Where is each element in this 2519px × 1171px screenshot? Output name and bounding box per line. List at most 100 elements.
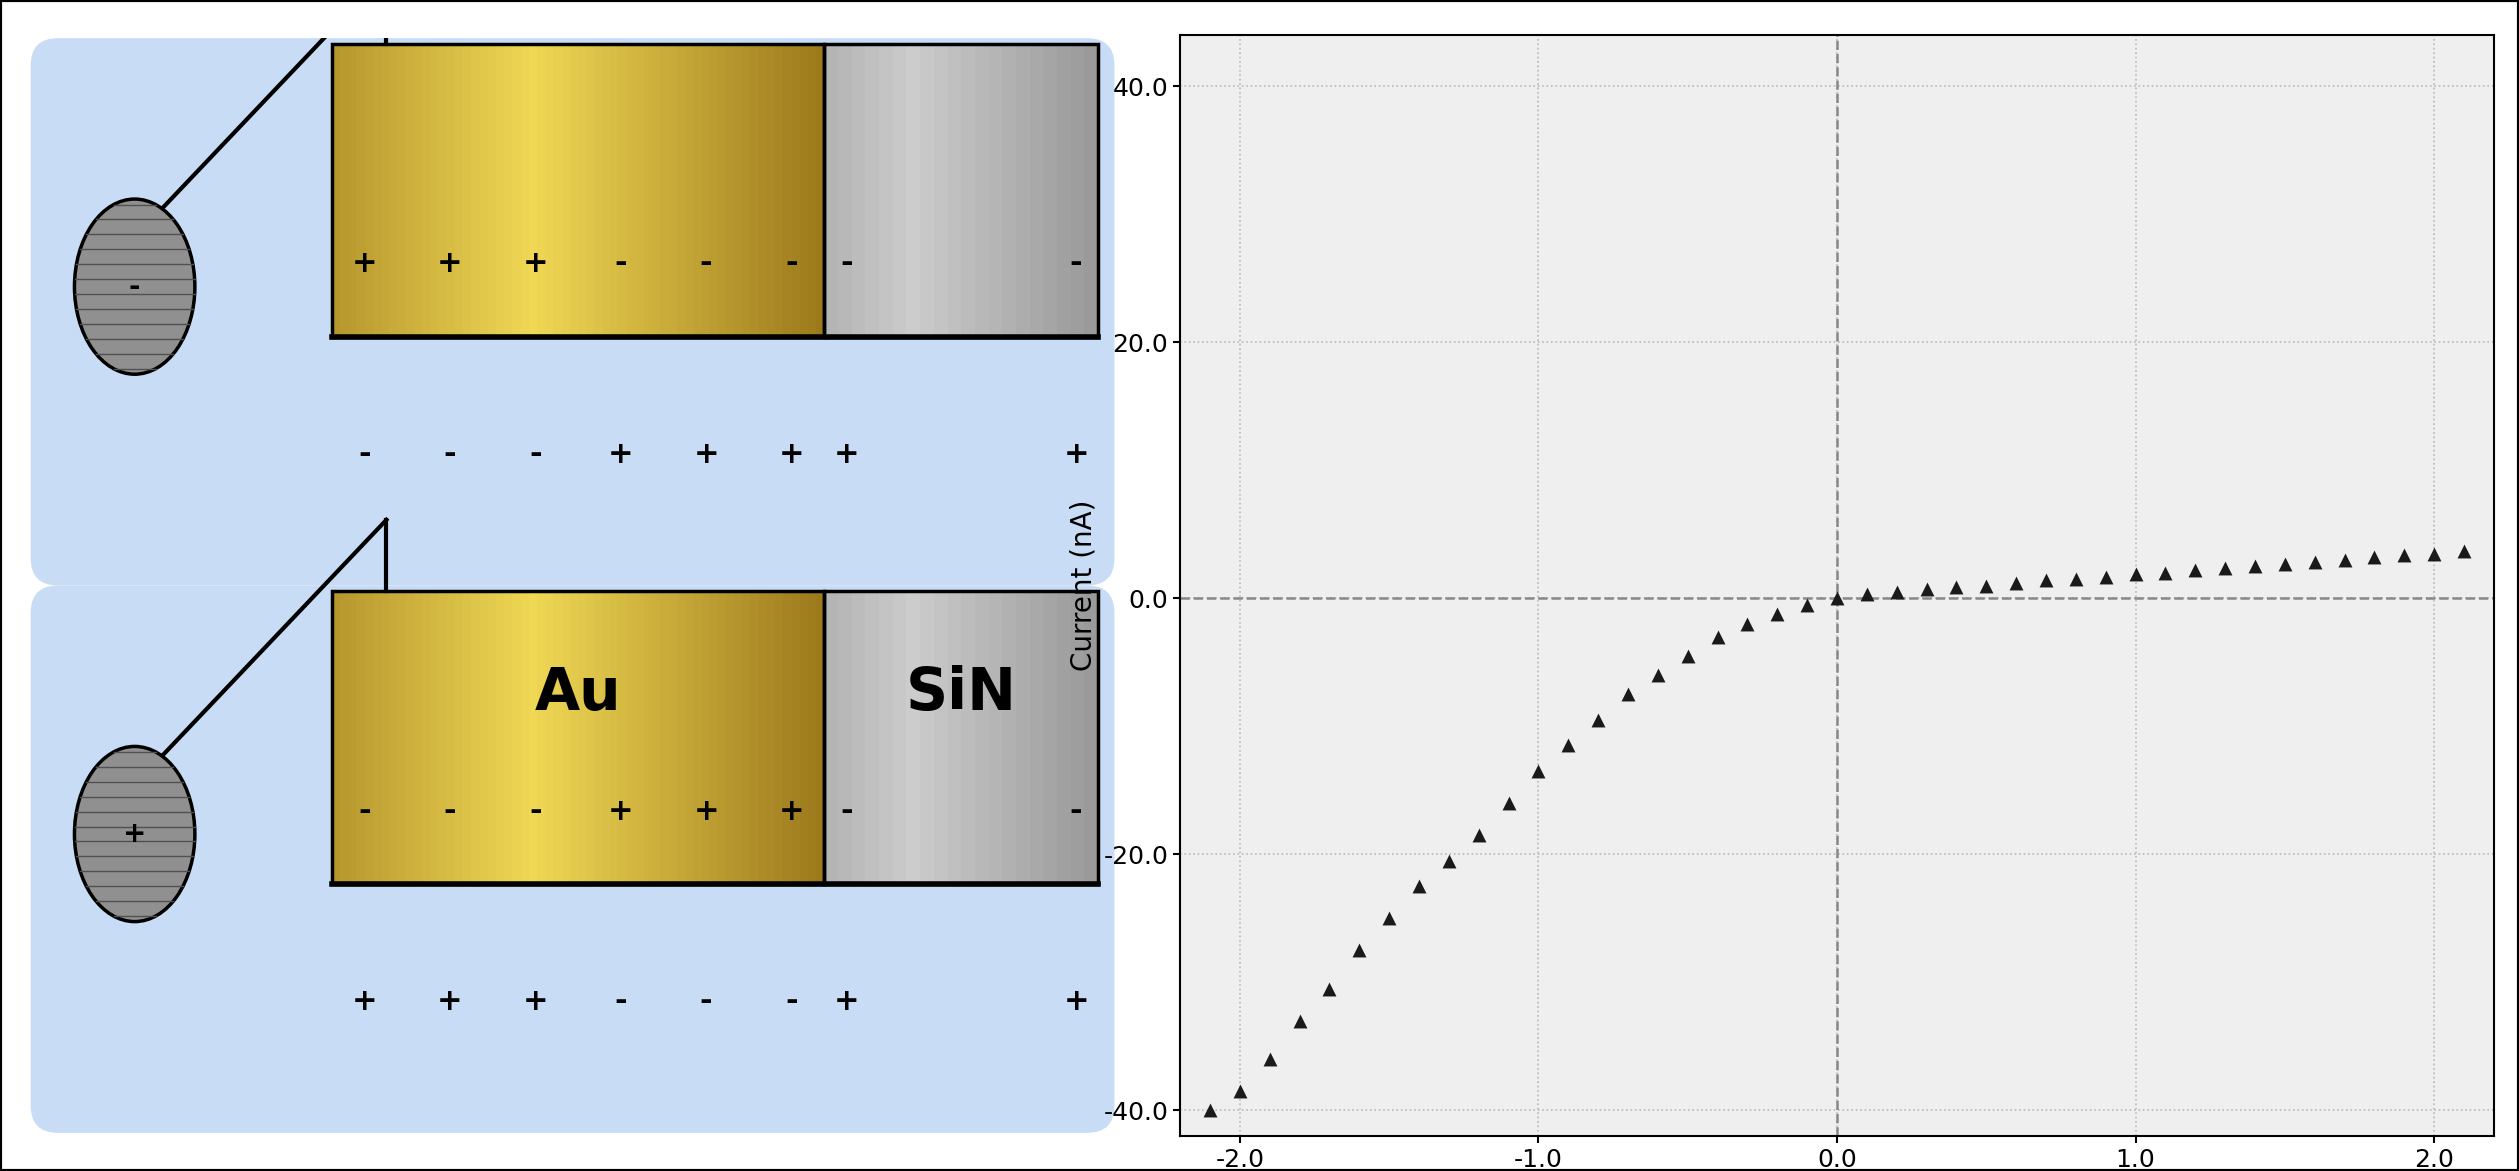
Text: +: + <box>123 820 146 848</box>
Bar <box>602 43 612 337</box>
Bar <box>511 591 521 884</box>
Point <box>1907 580 1947 598</box>
Bar <box>333 43 340 337</box>
Bar <box>544 43 554 337</box>
Bar <box>685 43 695 337</box>
Text: +: + <box>521 249 549 279</box>
Point <box>1995 574 2035 593</box>
Bar <box>398 591 406 884</box>
Point <box>1519 761 1559 780</box>
Bar <box>333 43 824 337</box>
Bar <box>577 43 587 337</box>
Bar <box>413 43 423 337</box>
Bar <box>390 591 398 884</box>
Bar <box>562 591 572 884</box>
Text: -: - <box>529 440 542 468</box>
Ellipse shape <box>76 746 194 922</box>
Bar <box>423 591 431 884</box>
Text: -: - <box>615 987 627 1016</box>
Bar <box>725 43 736 337</box>
Bar <box>776 591 783 884</box>
Point <box>1816 589 1857 608</box>
Text: -: - <box>443 440 456 468</box>
Text: +: + <box>438 987 463 1016</box>
Point <box>1877 582 1917 601</box>
Bar <box>398 43 406 337</box>
Bar <box>340 591 350 884</box>
Bar <box>446 43 456 337</box>
Bar <box>733 43 743 337</box>
Bar <box>919 43 935 337</box>
Point <box>2146 563 2186 582</box>
Point <box>1249 1049 1290 1068</box>
Point <box>2383 546 2423 564</box>
Bar <box>554 591 562 884</box>
Bar <box>1083 43 1098 337</box>
Text: -: - <box>700 249 713 279</box>
Text: -: - <box>529 796 542 826</box>
Bar <box>743 43 751 337</box>
Text: -: - <box>786 987 799 1016</box>
Point <box>1428 851 1469 870</box>
Text: +: + <box>693 440 718 468</box>
Point <box>2234 557 2275 576</box>
Point <box>1668 646 1708 665</box>
Bar <box>718 43 728 337</box>
Bar <box>660 591 670 884</box>
Point <box>1728 615 1768 634</box>
Bar <box>710 591 718 884</box>
Bar <box>892 591 907 884</box>
Bar <box>751 591 761 884</box>
Bar <box>758 591 768 884</box>
Bar <box>521 591 529 884</box>
Bar <box>511 43 521 337</box>
Point <box>1637 666 1678 685</box>
Bar <box>645 43 652 337</box>
Y-axis label: Current (nA): Current (nA) <box>1071 500 1098 671</box>
Point <box>2174 561 2214 580</box>
Point <box>1489 794 1529 813</box>
Bar <box>799 43 809 337</box>
Point <box>1758 604 1799 623</box>
Bar <box>776 43 783 337</box>
Point <box>2413 545 2454 563</box>
Point <box>1280 1012 1320 1030</box>
FancyBboxPatch shape <box>30 586 1113 1132</box>
Bar <box>907 43 922 337</box>
Bar <box>431 591 438 884</box>
Bar <box>824 591 1098 884</box>
Bar <box>1043 591 1058 884</box>
Bar <box>390 43 398 337</box>
Bar <box>479 43 489 337</box>
Bar <box>635 591 645 884</box>
Point <box>2443 541 2484 560</box>
Bar <box>652 43 660 337</box>
Bar <box>710 43 718 337</box>
Bar <box>743 591 751 884</box>
Text: +: + <box>693 796 718 826</box>
Bar <box>612 43 620 337</box>
Bar <box>348 591 358 884</box>
Bar <box>892 43 907 337</box>
Bar <box>413 591 423 884</box>
Text: +: + <box>607 796 635 826</box>
Bar <box>355 591 365 884</box>
Bar <box>668 43 678 337</box>
Bar <box>685 591 695 884</box>
Bar <box>406 591 416 884</box>
Bar <box>660 43 670 337</box>
Bar <box>446 591 456 884</box>
Bar <box>602 591 612 884</box>
Point <box>1937 577 1977 596</box>
Bar <box>406 43 416 337</box>
Bar <box>935 43 950 337</box>
Bar <box>537 591 547 884</box>
Text: +: + <box>438 249 463 279</box>
Bar <box>718 591 728 884</box>
Text: -: - <box>443 796 456 826</box>
Text: +: + <box>778 440 804 468</box>
Bar <box>496 591 506 884</box>
Bar <box>594 591 605 884</box>
Ellipse shape <box>76 199 194 375</box>
Bar <box>1071 43 1086 337</box>
